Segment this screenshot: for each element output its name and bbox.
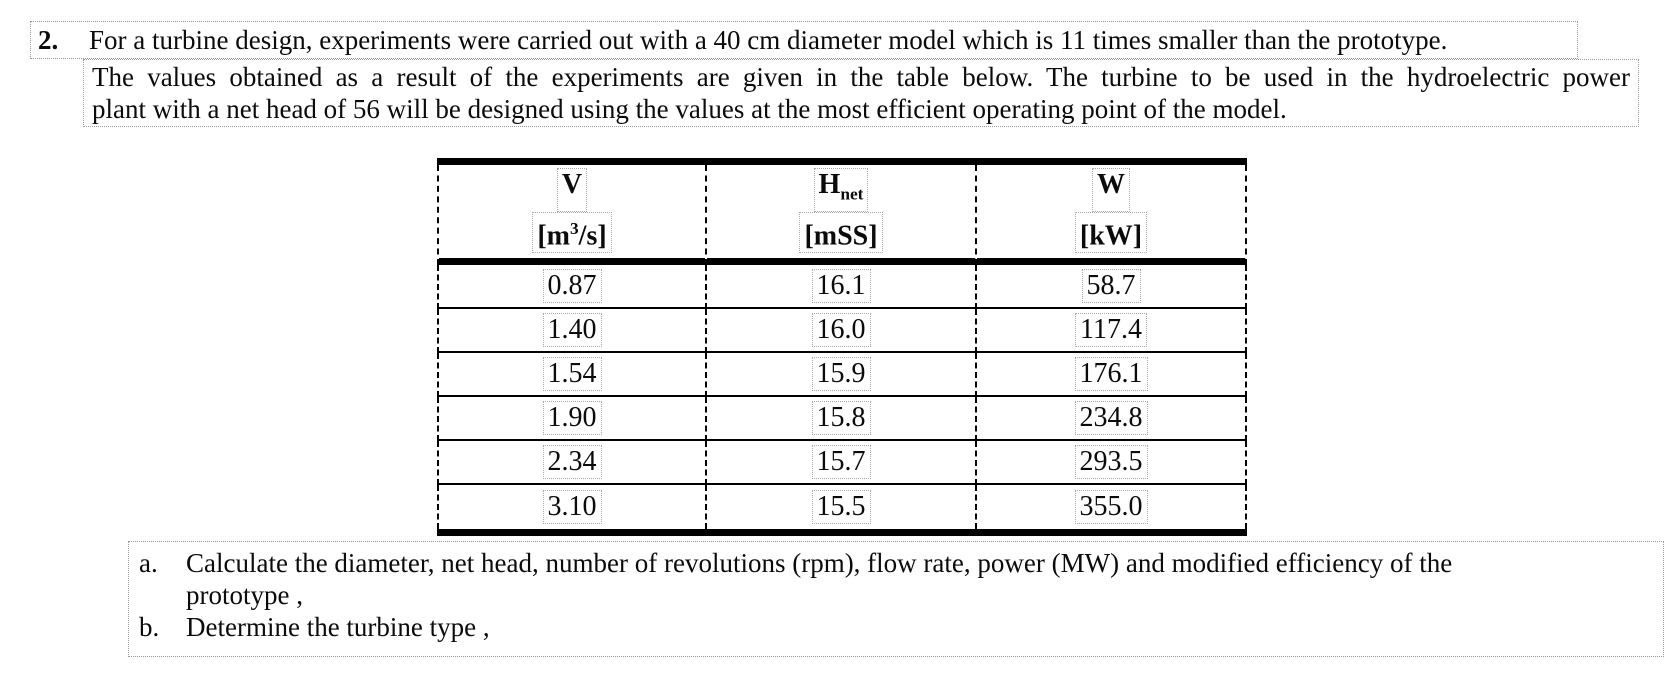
flow-rate-value: 2.34 [437, 440, 707, 485]
problem-number: 2. [38, 25, 59, 55]
question-a-text: Calculate the diameter, net head, number… [186, 547, 1653, 611]
flow-rate-value: 1.90 [437, 396, 707, 441]
flow-rate-value: 1.54 [437, 352, 707, 397]
table-row: 0.87 16.1 58.7 [437, 264, 1247, 309]
power-value: 58.7 [977, 264, 1247, 309]
table-row: 2.34 15.7 293.5 [437, 440, 1247, 485]
question-a-marker: a. [139, 548, 158, 578]
problem-line-2-text: The values obtained as a result of the e… [92, 62, 1630, 92]
net-head-value: 15.9 [707, 352, 977, 397]
power-value: 176.1 [977, 352, 1247, 397]
table-row: 3.10 15.5 355.0 [437, 484, 1247, 529]
net-head-value: 15.7 [707, 440, 977, 485]
table-body: 0.87 16.1 58.7 1.40 16.0 117.4 1.54 15.9… [437, 264, 1247, 529]
experiment-data-table: V [m3/s] Hnet [mSS] W [kW] 0.87 16.1 58.… [437, 158, 1247, 536]
flow-rate-value: 3.10 [437, 484, 707, 529]
question-a: a. Calculate the diameter, net head, num… [139, 547, 1653, 611]
power-value: 293.5 [977, 440, 1247, 485]
net-head-value: 16.0 [707, 308, 977, 353]
question-b: b. Determine the turbine type , [139, 611, 1653, 643]
table-row: 1.90 15.8 234.8 [437, 396, 1247, 441]
table-header: V [m3/s] Hnet [mSS] W [kW] [437, 165, 1247, 265]
question-a-line-1: Calculate the diameter, net head, number… [186, 548, 1453, 578]
power-value: 355.0 [977, 484, 1247, 529]
data-table: V [m3/s] Hnet [mSS] W [kW] 0.87 16.1 58.… [437, 158, 1247, 536]
column-header-power: W [kW] [977, 165, 1247, 265]
flow-rate-value: 1.40 [437, 308, 707, 353]
problem-line-1-text: For a turbine design, experiments were c… [89, 25, 1448, 55]
net-head-value: 15.8 [707, 396, 977, 441]
table-row: 1.40 16.0 117.4 [437, 308, 1247, 353]
power-value: 117.4 [977, 308, 1247, 353]
problem-line-3-text: plant with a net head of 56 will be desi… [92, 94, 1287, 124]
problem-statement-lines-2-3: The values obtained as a result of the e… [83, 59, 1639, 127]
power-value: 234.8 [977, 396, 1247, 441]
question-b-marker: b. [139, 612, 160, 642]
flow-rate-value: 0.87 [437, 264, 707, 309]
net-head-value: 15.5 [707, 484, 977, 529]
question-a-line-2: prototype , [186, 580, 303, 610]
questions-block: a. Calculate the diameter, net head, num… [128, 541, 1664, 657]
table-row: 1.54 15.9 176.1 [437, 352, 1247, 397]
column-header-flow-rate: V [m3/s] [437, 165, 707, 265]
problem-statement-line-1: 2. For a turbine design, experiments were… [30, 21, 1578, 59]
column-header-net-head: Hnet [mSS] [707, 165, 977, 265]
net-head-value: 16.1 [707, 264, 977, 309]
question-b-text: Determine the turbine type , [186, 612, 490, 642]
